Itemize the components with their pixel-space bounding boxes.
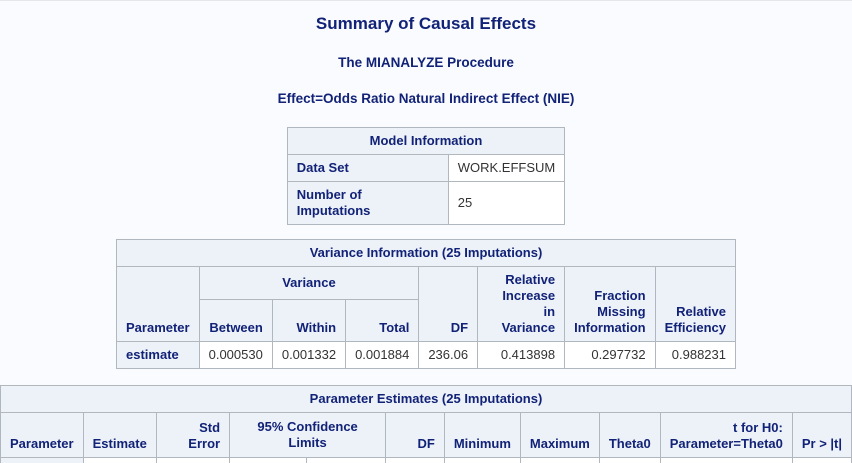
cell-cl-upper: 1.161667 (306, 457, 387, 463)
col-header-df: DF (418, 266, 479, 342)
cell-maximum: 1.125097 (519, 457, 600, 463)
variance-information-title: Variance Information (25 Imputations) (116, 239, 736, 267)
cell-cl-lower: 0.990664 (229, 457, 308, 463)
cell-df: 236.06 (418, 341, 479, 369)
col-header-parameter: Parameter (0, 412, 84, 458)
cell-theta0: 0 (598, 457, 661, 463)
col-header-parameter: Parameter (116, 266, 200, 342)
col-header-relative-increase: Relative Increase in Variance (477, 266, 566, 342)
effect-byline: Effect=Odds Ratio Natural Indirect Effec… (277, 91, 575, 106)
model-information-title: Model Information (286, 127, 566, 155)
cell-relative-efficiency: 0.988231 (654, 341, 737, 369)
cell-std-error: 0.043400 (155, 457, 231, 463)
col-header-t-for-h0: t for H0: Parameter=Theta0 (659, 412, 793, 458)
col-header-df: DF (385, 412, 445, 458)
cell-estimate: 1.076166 (82, 457, 157, 463)
col-header-between: Between (198, 298, 273, 343)
col-header-theta0: Theta0 (598, 412, 661, 458)
col-header-maximum: Maximum (519, 412, 600, 458)
col-header-pr-t: Pr > |t| (791, 412, 852, 458)
variance-information-table: Variance Information (25 Imputations) Pa… (116, 239, 737, 369)
row-header-parameter: estimate (116, 341, 200, 369)
col-header-estimate: Estimate (82, 412, 157, 458)
model-info-row-value: WORK.EFFSUM (447, 154, 566, 182)
table-row: estimate 0.000530 0.001332 0.001884 236.… (116, 341, 737, 369)
cell-relative-increase: 0.413898 (477, 341, 566, 369)
model-info-row-label: Data Set (286, 154, 449, 182)
model-info-row-label: Number of Imputations (286, 181, 449, 225)
col-group-variance: Variance (198, 266, 420, 300)
parameter-estimates-table: Parameter Estimates (25 Imputations) Par… (0, 385, 852, 463)
cell-df: 236.06 (385, 457, 445, 463)
page-title: Summary of Causal Effects (315, 14, 537, 33)
model-info-row-value: 25 (447, 181, 566, 225)
row-header-parameter: estimate (0, 457, 84, 463)
table-row: Data Set WORK.EFFSUM (286, 154, 566, 182)
table-row: Number of Imputations 25 (286, 181, 566, 225)
col-header-fraction-missing: Fraction Missing Information (564, 266, 656, 342)
cell-pr-t: <.0001 (791, 457, 852, 463)
col-header-relative-efficiency: Relative Efficiency (654, 266, 737, 342)
col-header-within: Within (271, 298, 347, 343)
cell-within: 0.001332 (271, 341, 347, 369)
cell-fraction-missing: 0.297732 (564, 341, 656, 369)
col-header-minimum: Minimum (443, 412, 521, 458)
cell-between: 0.000530 (198, 341, 273, 369)
model-information-table: Model Information Data Set WORK.EFFSUM N… (286, 127, 566, 225)
table-row: estimate 1.076166 0.043400 0.990664 1.16… (0, 457, 852, 463)
cell-total: 0.001884 (345, 341, 420, 369)
col-header-confidence-limits: 95% Confidence Limits (229, 412, 387, 458)
col-header-std-error: Std Error (155, 412, 231, 458)
cell-minimum: 1.034257 (443, 457, 521, 463)
cell-t-value: 24.80 (659, 457, 793, 463)
procedure-title: The MIANALYZE Procedure (338, 55, 514, 70)
col-header-total: Total (345, 298, 420, 343)
parameter-estimates-title: Parameter Estimates (25 Imputations) (0, 385, 852, 413)
